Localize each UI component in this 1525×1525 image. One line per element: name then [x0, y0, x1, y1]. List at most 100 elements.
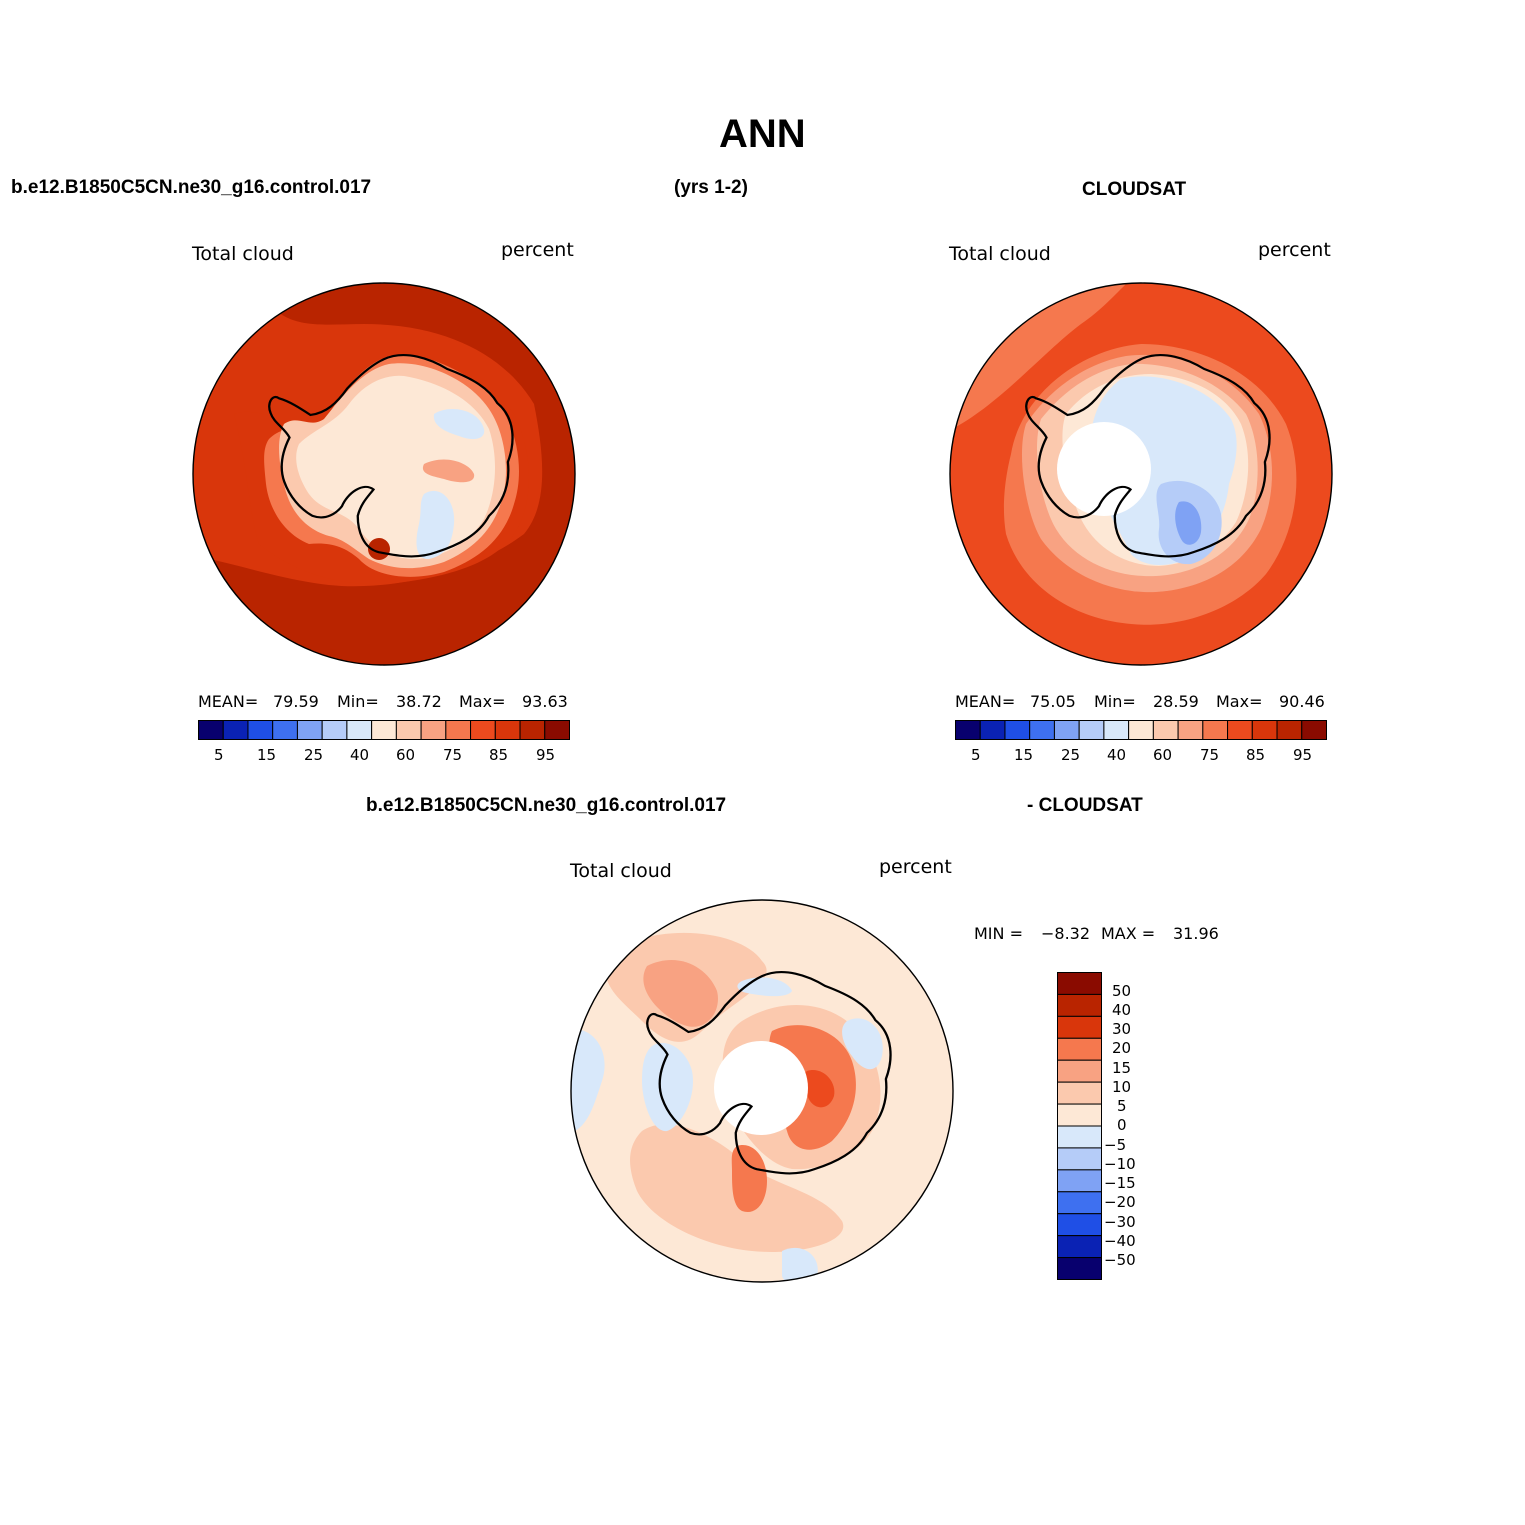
- colorbar-swatch: [1057, 993, 1102, 1017]
- colorbar-swatch: [1227, 720, 1253, 740]
- obs-mean-value: 75.05: [1030, 692, 1076, 711]
- header-case: b.e12.B1850C5CN.ne30_g16.control.017: [11, 177, 372, 198]
- colorbar-swatch: [1276, 720, 1303, 740]
- colorbar-swatch: [1301, 720, 1327, 740]
- diff-max-label: MAX =: [1101, 924, 1156, 943]
- model-tick: 60: [396, 746, 416, 764]
- diff-tick: 5: [1117, 1097, 1127, 1115]
- colorbar-swatch: [1057, 1125, 1102, 1149]
- colorbar-swatch: [247, 720, 274, 740]
- obs-min-value: 28.59: [1153, 692, 1199, 711]
- header-obs: CLOUDSAT: [1082, 179, 1187, 200]
- diff-tick: 30: [1112, 1020, 1132, 1038]
- model-tick: 95: [536, 746, 556, 764]
- obs-max-label: Max=: [1216, 692, 1263, 711]
- colorbar-swatch: [1057, 1169, 1102, 1193]
- diff-field-20b: [731, 1145, 767, 1212]
- colorbar-swatch: [1128, 720, 1154, 740]
- colorbar-swatch: [1057, 1103, 1102, 1127]
- model-max-label: Max=: [459, 692, 506, 711]
- obs-tick: 40: [1107, 746, 1127, 764]
- colorbar-swatch: [1057, 1015, 1102, 1039]
- colorbar-swatch: [395, 720, 422, 740]
- diff-tick: −10: [1104, 1155, 1136, 1173]
- colorbar-swatch: [1029, 720, 1055, 740]
- diff-field-30c: [803, 1070, 835, 1108]
- colorbar-swatch: [371, 720, 397, 740]
- colorbar-swatch: [1057, 1235, 1102, 1259]
- model-tick: 85: [489, 746, 509, 764]
- main-title: ANN: [719, 112, 806, 156]
- colorbar-swatch: [1251, 720, 1278, 740]
- obs-tick: 60: [1153, 746, 1173, 764]
- model-field-dark: [368, 538, 390, 560]
- diff-field-15a: [643, 960, 718, 1027]
- diff-tick: −20: [1104, 1193, 1136, 1211]
- obs-tick: 15: [1014, 746, 1034, 764]
- colorbar-swatch: [1053, 720, 1080, 740]
- obs-max-value: 90.46: [1279, 692, 1325, 711]
- diff-tick: −50: [1104, 1251, 1136, 1269]
- model-min-value: 38.72: [396, 692, 442, 711]
- colorbar-swatch: [1057, 1059, 1102, 1083]
- obs-map: [949, 282, 1333, 666]
- colorbar-swatch: [222, 720, 249, 740]
- model-field-95: [193, 283, 575, 665]
- colorbar-swatch: [1078, 720, 1105, 740]
- diff-tick: 50: [1112, 982, 1132, 1000]
- diff-map: [570, 899, 954, 1283]
- obs-tick: 75: [1200, 746, 1220, 764]
- colorbar-swatch: [321, 720, 348, 740]
- colorbar-swatch: [1057, 1037, 1102, 1061]
- colorbar-swatch: [198, 720, 224, 740]
- model-map: [192, 282, 576, 666]
- colorbar-swatch: [1057, 972, 1102, 995]
- obs-units-label: percent: [1258, 239, 1331, 261]
- diff-title-right: - CLOUDSAT: [1027, 795, 1143, 816]
- obs-tick: 95: [1293, 746, 1313, 764]
- model-field-blue2: [416, 490, 455, 560]
- colorbar-swatch: [979, 720, 1006, 740]
- header-years: (yrs 1-2): [674, 177, 748, 198]
- model-variable-label: Total cloud: [192, 243, 294, 265]
- diff-tick: −15: [1104, 1174, 1136, 1192]
- colorbar-swatch: [494, 720, 521, 740]
- colorbar-swatch: [955, 720, 981, 740]
- colorbar-swatch: [272, 720, 298, 740]
- colorbar-swatch: [1202, 720, 1229, 740]
- colorbar-swatch: [445, 720, 472, 740]
- colorbar-swatch: [1057, 1081, 1102, 1105]
- model-min-label: Min=: [337, 692, 379, 711]
- colorbar-swatch: [1057, 1257, 1102, 1281]
- diff-tick: −5: [1104, 1136, 1127, 1154]
- colorbar-swatch: [519, 720, 546, 740]
- diff-tick: −40: [1104, 1232, 1136, 1250]
- obs-field-25: [1175, 501, 1202, 545]
- model-tick: 15: [257, 746, 277, 764]
- colorbar-swatch: [544, 720, 570, 740]
- diff-max-value: 31.96: [1173, 924, 1219, 943]
- colorbar-swatch: [470, 720, 496, 740]
- model-max-value: 93.63: [522, 692, 568, 711]
- diff-min-label: MIN =: [974, 924, 1023, 943]
- obs-min-label: Min=: [1094, 692, 1136, 711]
- model-tick: 25: [304, 746, 324, 764]
- colorbar-swatch: [1103, 720, 1130, 740]
- diff-field-neg5c: [842, 1018, 883, 1070]
- diff-units-label: percent: [879, 856, 952, 878]
- model-tick: 5: [214, 746, 224, 764]
- diff-min-value: −8.32: [1041, 924, 1091, 943]
- colorbar-swatch: [420, 720, 447, 740]
- model-mean-value: 79.59: [273, 692, 319, 711]
- diff-tick: 20: [1112, 1039, 1132, 1057]
- diff-tick: 10: [1112, 1078, 1132, 1096]
- diff-tick: −30: [1104, 1213, 1136, 1231]
- model-tick: 75: [443, 746, 463, 764]
- diff-title-left: b.e12.B1850C5CN.ne30_g16.control.017: [366, 795, 727, 816]
- colorbar-swatch: [1057, 1191, 1102, 1215]
- colorbar-swatch: [296, 720, 323, 740]
- diff-colorbar: [1057, 972, 1102, 1281]
- colorbar-swatch: [1004, 720, 1031, 740]
- diff-tick: 15: [1112, 1059, 1132, 1077]
- diff-tick: 0: [1117, 1116, 1127, 1134]
